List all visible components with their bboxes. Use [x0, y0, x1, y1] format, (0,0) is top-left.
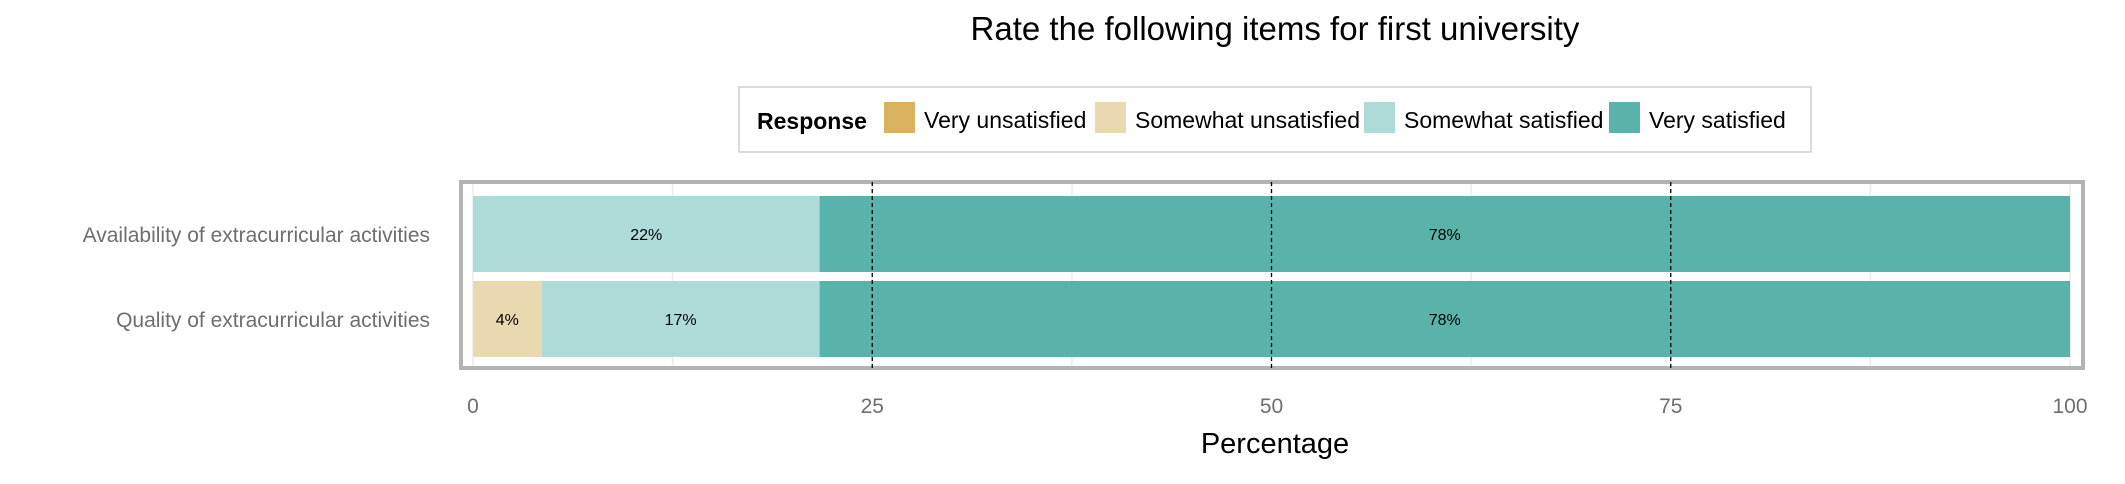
bar-somewhat-satisfied — [541, 281, 820, 357]
data-label: 78% — [1429, 312, 1461, 329]
y-tick-label: Availability of extracurricular activiti… — [83, 224, 430, 247]
plot-area: 22% 78% 4% 17% 78% — [459, 180, 2085, 370]
bar-very-satisfied — [819, 281, 2070, 357]
bar-somewhat-satisfied — [473, 196, 820, 272]
x-tick-label: 25 — [861, 395, 884, 418]
bar-labels: 22% 78% 4% 17% 78% — [496, 227, 1461, 329]
legend-label-somewhat-satisfied: Somewhat satisfied — [1404, 107, 1603, 133]
x-axis-ticks: 0 25 50 75 100 — [467, 395, 2087, 418]
data-label: 22% — [630, 227, 662, 244]
legend-items: Very unsatisfied Somewhat unsatisfied Some… — [884, 102, 1786, 133]
legend-swatch-very-unsatisfied — [884, 102, 915, 133]
x-tick-label: 75 — [1659, 395, 1682, 418]
bar-very-satisfied — [819, 196, 2070, 272]
data-label: 78% — [1429, 227, 1461, 244]
x-tick-label: 50 — [1260, 395, 1283, 418]
legend-title: Response — [757, 108, 867, 134]
data-label: 17% — [665, 312, 697, 329]
data-label: 4% — [496, 312, 519, 329]
chart-title: Rate the following items for first unive… — [971, 10, 1580, 47]
bars — [473, 196, 2070, 357]
y-axis-labels: Availability of extracurricular activiti… — [83, 224, 430, 332]
legend-label-somewhat-unsatisfied: Somewhat unsatisfied — [1135, 107, 1360, 133]
x-tick-label: 100 — [2052, 395, 2087, 418]
x-tick-label: 0 — [467, 395, 479, 418]
reference-lines — [871, 182, 1672, 368]
legend-swatch-somewhat-unsatisfied — [1095, 102, 1126, 133]
legend-swatch-somewhat-satisfied — [1364, 102, 1395, 133]
legend: Response Very unsatisfied Somewhat unsati… — [738, 86, 1812, 153]
x-axis-title: Percentage — [1201, 428, 1349, 460]
y-tick-label: Quality of extracurricular activities — [116, 309, 430, 332]
legend-label-very-satisfied: Very satisfied — [1649, 107, 1786, 133]
bar-somewhat-unsatisfied — [473, 281, 542, 357]
legend-swatch-very-satisfied — [1609, 102, 1640, 133]
legend-label-very-unsatisfied: Very unsatisfied — [924, 107, 1086, 133]
